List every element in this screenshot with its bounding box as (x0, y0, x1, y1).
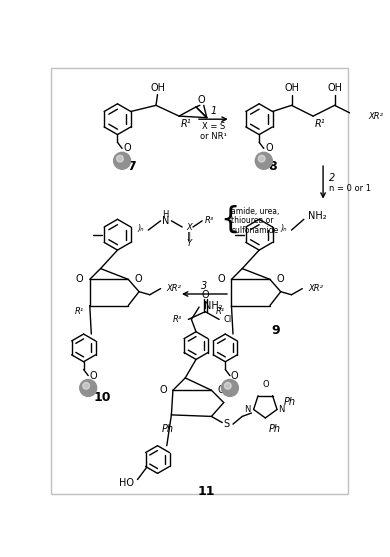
Text: 3: 3 (201, 281, 207, 291)
Circle shape (255, 152, 272, 169)
Text: S: S (224, 419, 230, 429)
Text: amide, urea,: amide, urea, (231, 207, 280, 216)
Circle shape (258, 155, 265, 162)
Text: OH: OH (284, 84, 299, 94)
Text: 7: 7 (127, 160, 136, 173)
Text: O: O (231, 370, 238, 380)
Text: O: O (218, 275, 225, 285)
Text: or NR¹: or NR¹ (200, 131, 227, 140)
Text: 1: 1 (210, 106, 216, 116)
Text: )ₙ: )ₙ (281, 224, 287, 233)
Text: O: O (124, 144, 131, 154)
Text: 8: 8 (269, 160, 277, 173)
Text: R³: R³ (205, 216, 215, 226)
Text: 11: 11 (198, 485, 216, 499)
Text: {: { (221, 205, 240, 234)
Text: Cl: Cl (224, 315, 232, 324)
Text: R¹: R¹ (74, 307, 83, 316)
Circle shape (224, 383, 231, 389)
Text: R¹: R¹ (216, 307, 225, 316)
Text: Ph: Ph (161, 424, 174, 434)
Text: O: O (218, 385, 225, 395)
Text: N: N (162, 216, 170, 226)
Text: XR²: XR² (167, 284, 182, 293)
Text: OH: OH (327, 84, 342, 94)
Text: O: O (202, 290, 209, 300)
Text: 9: 9 (272, 324, 280, 338)
Text: X: X (187, 222, 193, 232)
Text: HO: HO (119, 478, 135, 487)
Text: O: O (276, 275, 284, 285)
Text: X = S: X = S (202, 123, 225, 131)
Text: 10: 10 (93, 392, 111, 404)
Text: thiourea or: thiourea or (231, 216, 274, 226)
Text: Y: Y (187, 240, 192, 248)
Circle shape (222, 379, 238, 397)
Text: R³: R³ (173, 315, 182, 324)
Text: N: N (245, 405, 251, 414)
Circle shape (113, 152, 131, 169)
Text: ‖: ‖ (187, 232, 191, 241)
Text: O: O (135, 275, 142, 285)
Text: NH₂: NH₂ (308, 211, 327, 221)
Text: H: H (162, 211, 168, 219)
Text: XR²: XR² (369, 111, 383, 121)
Text: OH: OH (150, 84, 165, 94)
Text: NH₂: NH₂ (204, 301, 222, 311)
Text: sulfonamide: sulfonamide (231, 226, 279, 234)
Text: 2: 2 (329, 173, 335, 183)
Text: O: O (76, 275, 83, 285)
Text: O: O (89, 370, 97, 380)
Text: n = 0 or 1: n = 0 or 1 (329, 184, 371, 193)
Text: XR²: XR² (308, 284, 323, 293)
Text: O: O (265, 144, 273, 154)
Text: )ₙ: )ₙ (138, 224, 144, 233)
Text: O: O (198, 95, 205, 105)
Circle shape (117, 155, 123, 162)
Circle shape (80, 379, 97, 397)
Text: R¹: R¹ (181, 119, 191, 129)
Text: Ph: Ph (284, 397, 296, 407)
Text: O: O (159, 385, 167, 395)
Text: R¹: R¹ (315, 119, 325, 129)
Circle shape (83, 383, 89, 389)
Text: N: N (278, 405, 285, 414)
Text: Ph: Ph (268, 424, 280, 434)
Text: O: O (262, 380, 269, 389)
